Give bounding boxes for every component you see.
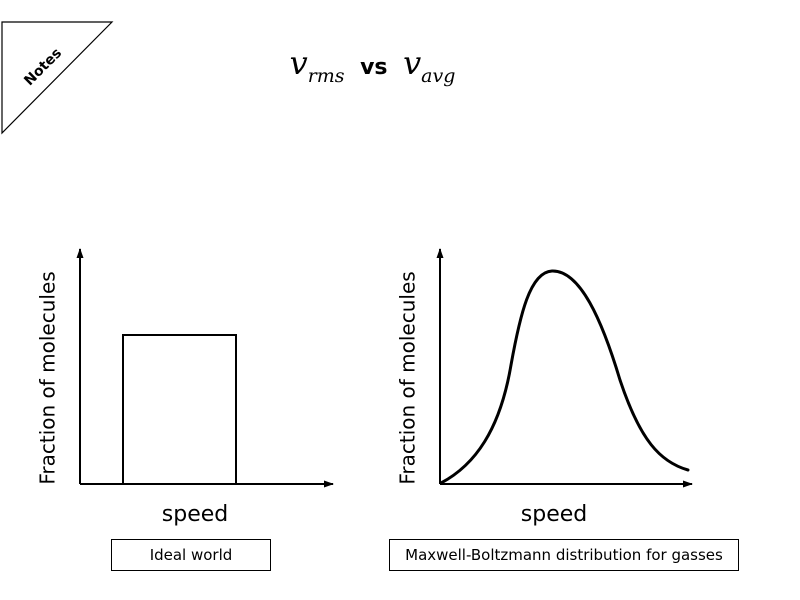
title-vs: vs — [360, 55, 388, 80]
page-title: vrms vs vavg — [0, 44, 745, 87]
maxwell-boltzmann-curve — [439, 269, 690, 485]
maxwell-boltzmann-diagram: Fraction of molecules speed — [396, 248, 693, 527]
title-avg-subscript: avg — [421, 65, 456, 87]
notes-corner-tag: Notes — [1, 21, 114, 135]
maxwell-boltzmann-caption: Maxwell-Boltzmann distribution for gasse… — [389, 539, 739, 571]
ideal-world-caption: Ideal world — [111, 539, 271, 571]
right-x-axis-label: speed — [521, 502, 587, 527]
uniform-distribution-bar — [122, 334, 237, 485]
title-v-avg: v — [403, 44, 422, 82]
title-rms-subscript: rms — [307, 65, 345, 87]
ideal-world-diagram: Fraction of molecules speed — [36, 248, 334, 527]
left-x-axis-label: speed — [162, 502, 228, 527]
left-y-axis-label: Fraction of molecules — [36, 271, 60, 484]
title-v-rms: v — [289, 44, 308, 82]
right-y-axis-label: Fraction of molecules — [396, 271, 420, 484]
